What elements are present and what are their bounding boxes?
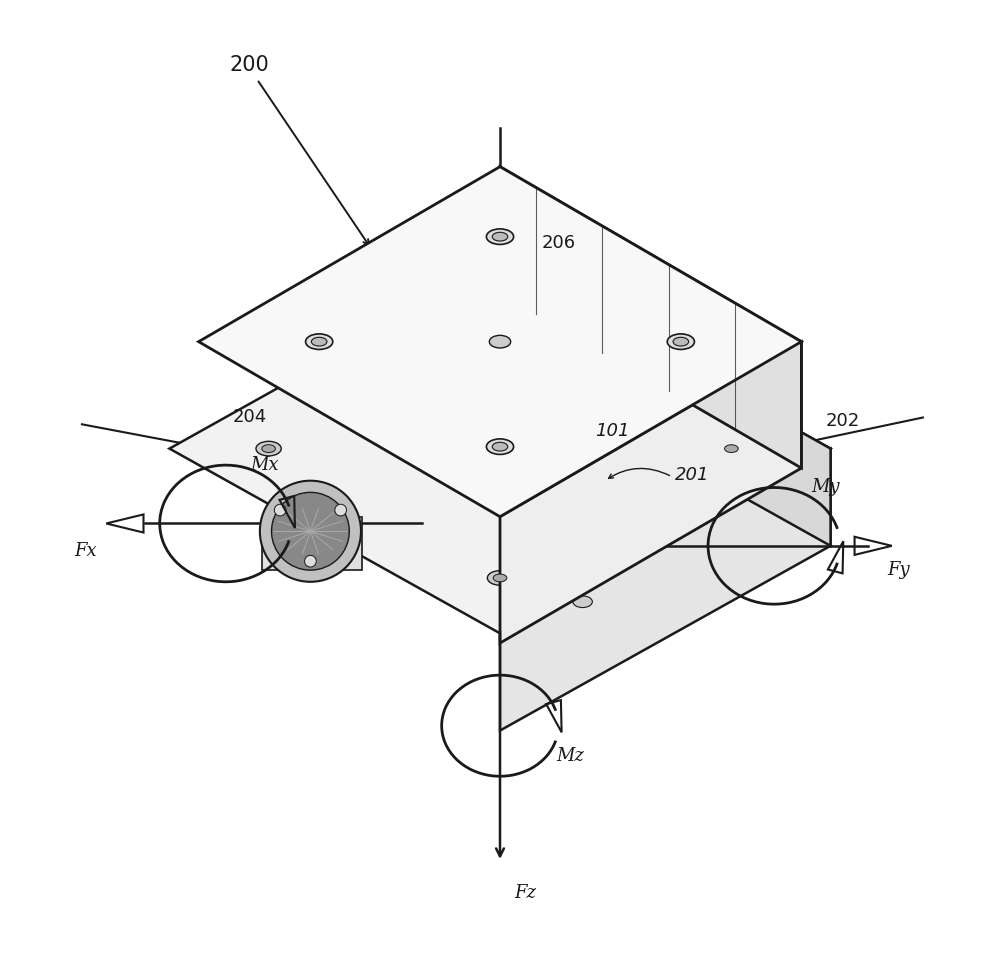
Polygon shape <box>199 167 801 517</box>
Circle shape <box>305 556 316 567</box>
Text: Mx: Mx <box>250 456 279 474</box>
Text: Fx: Fx <box>74 542 97 560</box>
Circle shape <box>274 504 286 516</box>
Ellipse shape <box>673 337 689 346</box>
Ellipse shape <box>306 333 333 349</box>
Polygon shape <box>500 341 801 644</box>
Polygon shape <box>500 264 831 546</box>
Ellipse shape <box>667 333 694 349</box>
Text: 204: 204 <box>233 409 267 426</box>
Ellipse shape <box>262 445 275 452</box>
Circle shape <box>272 492 349 570</box>
Text: 201: 201 <box>675 466 710 484</box>
Text: Fy: Fy <box>887 562 910 579</box>
Text: Mz: Mz <box>556 747 584 764</box>
Text: 200: 200 <box>230 55 269 74</box>
Ellipse shape <box>493 574 507 582</box>
Ellipse shape <box>486 439 514 454</box>
Text: 206: 206 <box>542 233 576 252</box>
Ellipse shape <box>487 312 513 327</box>
Ellipse shape <box>492 232 508 241</box>
Ellipse shape <box>573 596 592 607</box>
Ellipse shape <box>256 442 281 456</box>
Ellipse shape <box>492 443 508 451</box>
Text: 202: 202 <box>826 412 860 430</box>
Ellipse shape <box>493 316 507 323</box>
Ellipse shape <box>311 337 327 346</box>
Polygon shape <box>500 448 831 730</box>
Ellipse shape <box>719 442 744 456</box>
Ellipse shape <box>486 229 514 245</box>
Circle shape <box>335 504 346 516</box>
Ellipse shape <box>725 445 738 452</box>
Polygon shape <box>169 264 831 634</box>
Polygon shape <box>262 517 362 570</box>
Circle shape <box>260 481 361 582</box>
Ellipse shape <box>489 335 511 348</box>
Text: 101: 101 <box>595 422 630 440</box>
Text: My: My <box>811 479 840 496</box>
Text: Fz: Fz <box>515 884 537 902</box>
Ellipse shape <box>487 570 513 585</box>
Polygon shape <box>500 167 801 468</box>
